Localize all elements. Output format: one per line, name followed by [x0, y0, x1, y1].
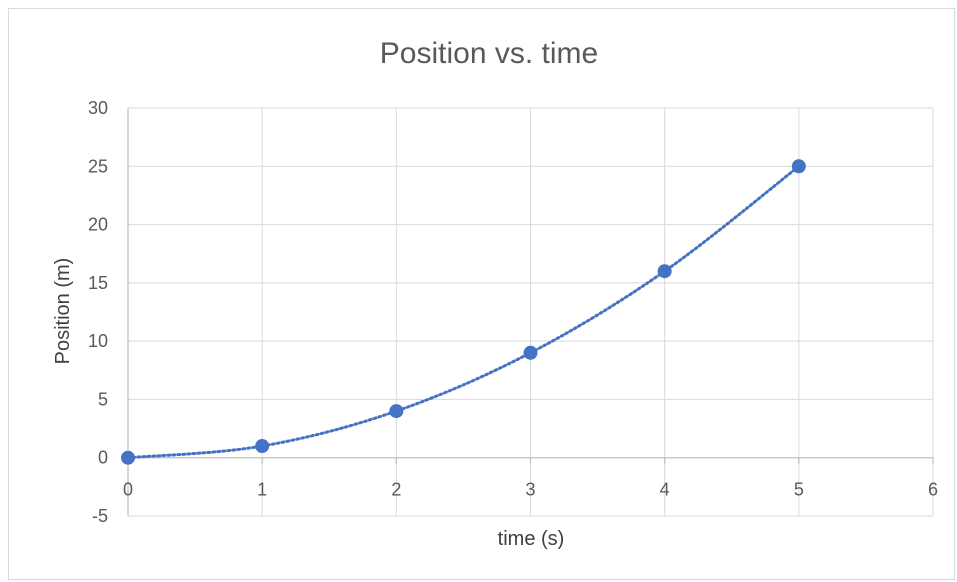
axes [127, 108, 934, 516]
y-tick-label: 20 [88, 215, 108, 235]
data-points [121, 159, 806, 465]
x-axis-label: time (s) [498, 528, 565, 550]
data-point [791, 159, 806, 174]
data-point [389, 404, 404, 419]
data-point [523, 345, 538, 360]
x-tick-label: 1 [257, 480, 267, 500]
y-tick-label: 10 [88, 331, 108, 351]
y-tick-label: 15 [88, 273, 108, 293]
y-tick-labels: 30 25 20 15 10 5 0 -5 [88, 98, 108, 526]
y-tick-label: 5 [98, 389, 108, 409]
y-tick-label: 0 [98, 448, 108, 468]
chart-frame [8, 8, 955, 580]
x-tick-label: 3 [525, 480, 535, 500]
x-tick-label: 6 [928, 480, 938, 500]
y-axis-label: Position (m) [52, 258, 74, 365]
chart-title: Position vs. time [380, 37, 598, 70]
data-point [657, 264, 672, 279]
x-tick-label: 5 [794, 480, 804, 500]
x-tick-labels: 0 1 2 3 4 5 6 [123, 480, 938, 500]
y-tick-label: -5 [92, 506, 108, 526]
grid [128, 107, 934, 517]
y-tick-label: 30 [88, 98, 108, 118]
data-point [255, 439, 270, 454]
series-trendline [126, 164, 801, 460]
data-point [121, 450, 135, 465]
x-tick-label: 2 [391, 480, 401, 500]
y-tick-label: 25 [88, 156, 108, 176]
x-tick-label: 0 [123, 480, 133, 500]
x-tick-label: 4 [660, 480, 670, 500]
